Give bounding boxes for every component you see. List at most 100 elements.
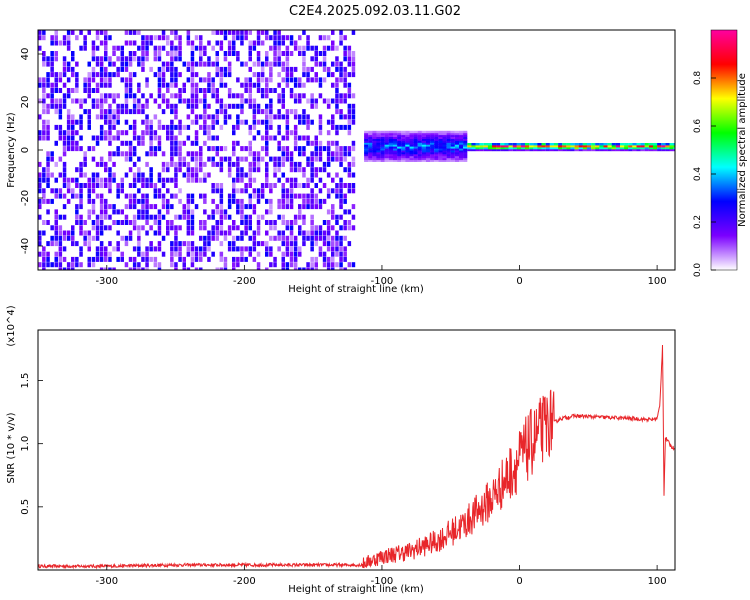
spectrogram-cell xyxy=(83,109,87,115)
spectrogram-cell xyxy=(42,220,46,225)
spectrogram-cell xyxy=(520,148,526,152)
snr-x-ticks: -300 -200 -100 0 100 xyxy=(95,565,667,587)
spectrogram-cell xyxy=(132,56,137,62)
spectrogram-cell xyxy=(178,35,182,41)
spectrogram-cell xyxy=(46,82,50,88)
spectrogram-cell xyxy=(240,109,244,115)
spectrogram-cell xyxy=(42,61,46,67)
spectrogram-cell xyxy=(632,148,637,152)
spectrogram-cell xyxy=(186,77,191,83)
spectrogram-cell xyxy=(343,82,347,88)
spectrogram-cell xyxy=(496,148,501,152)
spectrogram-cell xyxy=(240,172,244,178)
spectrogram-cell xyxy=(426,144,431,147)
spectrogram-cell xyxy=(137,209,141,215)
spectrogram-cell xyxy=(132,193,137,199)
spectrogram-cell xyxy=(314,267,318,270)
spectrogram-cell xyxy=(302,267,306,270)
spectrogram-cell xyxy=(302,119,306,125)
spectrogram-cell xyxy=(42,35,46,41)
spectrogram-cell xyxy=(463,151,468,155)
spectrogram-cell xyxy=(520,143,526,146)
spectrogram-cell xyxy=(240,35,244,41)
spectrogram-cell xyxy=(252,119,257,125)
spectrogram-cell xyxy=(426,134,431,137)
spectrogram-cell xyxy=(215,109,219,115)
spectrogram-cell xyxy=(376,142,381,145)
spectrogram-cell xyxy=(219,77,224,83)
colorbar-tick-label: 0.0 xyxy=(693,263,703,278)
spectrogram-cell xyxy=(46,241,50,247)
spectrogram-cell xyxy=(372,157,377,161)
spectrogram-cell xyxy=(426,148,431,151)
spectrogram-cell xyxy=(161,82,166,88)
spectrogram-cell xyxy=(434,132,439,136)
spectrogram-cell xyxy=(285,45,290,51)
spectrogram-cell xyxy=(174,30,178,35)
spectrogram-cell xyxy=(132,214,137,220)
spectrogram-cell xyxy=(108,61,112,67)
spectrogram-cell xyxy=(409,151,414,155)
spectrogram-cell xyxy=(194,114,199,120)
spectrogram-cell xyxy=(112,98,116,104)
spectrogram-cell xyxy=(124,204,129,210)
spectrogram-cell xyxy=(215,267,219,270)
spectrogram-cell xyxy=(438,146,443,149)
spectrogram-cell xyxy=(170,45,174,51)
spectrogram-cell xyxy=(186,177,191,183)
figure-title: C2E4.2025.092.03.11.G02 xyxy=(289,4,461,19)
spectrogram-cell xyxy=(657,146,662,150)
spectrogram-cell xyxy=(203,220,207,225)
spectrogram-cell xyxy=(128,198,133,204)
spectrogram-cell xyxy=(203,246,207,252)
spectrogram-cell xyxy=(199,161,203,167)
spectrogram-cell xyxy=(343,209,347,215)
spectrogram-cell xyxy=(54,209,58,215)
spectrogram-cell xyxy=(293,241,298,247)
spectrogram-cell xyxy=(186,251,191,257)
spectrogram-cell xyxy=(170,77,174,83)
spectrogram-cell xyxy=(339,267,343,270)
spectrogram-cell xyxy=(46,156,50,162)
spectrogram-cell xyxy=(252,177,257,183)
spectrogram-cell xyxy=(223,30,228,35)
spectrogram-cell xyxy=(364,157,369,161)
spectrogram-cell xyxy=(95,72,100,78)
spectrogram-cell xyxy=(479,143,484,146)
spectrogram-cell xyxy=(351,156,356,162)
spectrogram-cell xyxy=(347,72,352,78)
spectrogram-cell xyxy=(219,256,224,262)
spectrogram-cell xyxy=(318,35,323,41)
spectrogram-cell xyxy=(170,193,174,199)
spectrogram-cell xyxy=(145,214,149,220)
spectrogram-cell xyxy=(91,156,96,162)
spectrogram-cell xyxy=(203,124,207,130)
spectrogram-cell xyxy=(351,183,356,188)
spectrogram-cell xyxy=(293,214,298,220)
spectrogram-cell xyxy=(166,98,170,104)
spectrogram-cell xyxy=(95,193,100,199)
spectrogram-cell xyxy=(335,262,339,268)
spectrogram-cell xyxy=(219,45,224,51)
spectrogram-cell xyxy=(260,183,265,188)
spectrogram-cell xyxy=(42,82,46,88)
spectrogram-cell xyxy=(289,167,294,173)
spectrogram-cell xyxy=(137,135,141,141)
spectrogram-cell xyxy=(318,77,323,83)
spectrogram-cell xyxy=(285,130,290,136)
spectrogram-cell xyxy=(149,124,153,130)
spectrogram-cell xyxy=(124,262,129,268)
colorbar-tick-label: 0.2 xyxy=(693,215,703,229)
spectrogram-cell xyxy=(368,159,373,162)
spectrogram-cell xyxy=(223,103,228,109)
spectrogram-cell xyxy=(314,172,318,178)
spectrogram-cell xyxy=(170,72,174,78)
spectrogram-cell xyxy=(397,136,402,139)
spectrogram-cell xyxy=(54,51,58,56)
spectrogram-cell xyxy=(54,35,58,41)
spectrogram-cell xyxy=(194,61,199,67)
spectrogram-cell xyxy=(132,51,137,56)
spectrogram-cell xyxy=(223,230,228,236)
spectrogram-cell xyxy=(87,77,91,83)
spectrogram-cell xyxy=(79,204,83,210)
